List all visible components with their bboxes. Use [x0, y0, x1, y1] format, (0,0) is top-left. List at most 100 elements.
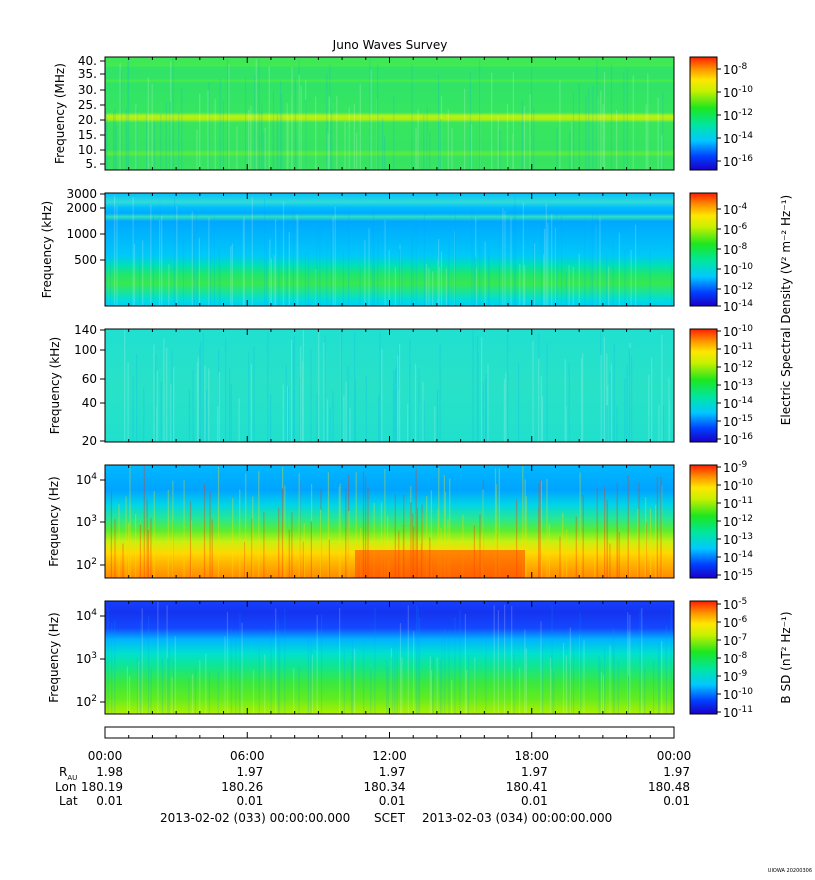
texture-streak — [161, 658, 163, 714]
texture-streak — [136, 108, 138, 170]
texture-streak — [570, 658, 572, 714]
texture-streak — [316, 231, 318, 306]
texture-streak — [415, 128, 417, 170]
texture-streak — [340, 333, 342, 442]
texture-streak — [107, 607, 109, 714]
texture-streak — [516, 500, 518, 578]
credit-label: UIOWA 20200306 — [768, 868, 812, 874]
texture-streak — [330, 121, 332, 170]
colorbar-tick-label: 10-10 — [723, 85, 753, 100]
texture-streak — [365, 476, 367, 578]
texture-streak — [287, 116, 289, 170]
texture-streak — [497, 115, 499, 170]
texture-streak — [345, 488, 347, 578]
texture-streak — [310, 521, 312, 578]
texture-streak — [607, 385, 609, 442]
texture-streak — [609, 543, 611, 578]
texture-streak — [439, 660, 441, 714]
texture-streak — [328, 539, 330, 578]
texture-streak — [624, 378, 626, 442]
texture-streak — [347, 365, 349, 442]
texture-streak — [295, 133, 297, 170]
texture-streak — [474, 657, 476, 714]
spectrogram-texture-1 — [105, 57, 664, 171]
texture-streak — [521, 100, 523, 170]
texture-streak — [470, 124, 473, 170]
texture-streak — [454, 617, 456, 714]
texture-streak — [409, 339, 411, 442]
texture-streak — [251, 197, 253, 306]
texture-streak — [345, 382, 347, 442]
texture-streak — [258, 647, 260, 714]
texture-streak — [315, 96, 317, 170]
colorbar-5 — [689, 600, 718, 715]
texture-streak — [540, 376, 542, 442]
texture-streak — [373, 502, 375, 578]
texture-streak — [430, 490, 432, 578]
texture-streak — [329, 407, 331, 442]
texture-streak — [248, 352, 250, 442]
texture-streak — [126, 666, 128, 714]
texture-streak — [250, 105, 252, 170]
texture-streak — [264, 654, 266, 714]
texture-streak — [155, 354, 157, 442]
texture-streak — [243, 217, 245, 306]
texture-streak — [169, 101, 171, 170]
texture-streak — [351, 639, 353, 714]
texture-streak — [510, 217, 512, 306]
texture-streak — [618, 232, 620, 306]
texture-streak — [334, 206, 336, 306]
texture-streak — [531, 66, 533, 170]
texture-streak — [612, 244, 614, 306]
texture-streak — [541, 640, 544, 714]
y-axis-label: Frequency (kHz) — [40, 201, 54, 298]
colorbar-tick-label: 10-8 — [723, 651, 748, 666]
texture-streak — [219, 267, 221, 306]
texture-streak — [398, 390, 400, 442]
texture-streak — [418, 368, 420, 442]
texture-streak — [320, 489, 322, 578]
lon-value: 180.41 — [506, 780, 548, 794]
texture-streak — [626, 365, 628, 442]
y-tick-label: 100 — [74, 343, 97, 357]
texture-streak — [170, 60, 172, 170]
texture-streak — [282, 466, 284, 578]
texture-streak — [196, 244, 198, 306]
texture-streak — [512, 72, 514, 170]
texture-streak — [231, 243, 233, 306]
texture-streak — [591, 233, 594, 306]
texture-streak — [196, 210, 198, 306]
texture-streak — [645, 497, 647, 578]
texture-streak — [181, 88, 183, 170]
texture-streak — [407, 605, 409, 714]
texture-streak — [645, 522, 647, 578]
texture-streak — [116, 205, 118, 306]
texture-streak — [272, 90, 275, 170]
texture-streak — [204, 400, 206, 442]
texture-streak — [440, 118, 442, 170]
texture-streak — [644, 535, 647, 578]
texture-streak — [423, 399, 425, 442]
texture-streak — [482, 381, 484, 442]
texture-streak — [119, 63, 121, 170]
texture-streak — [376, 98, 378, 170]
texture-streak — [661, 640, 663, 714]
texture-streak — [518, 362, 520, 442]
texture-streak — [166, 347, 168, 442]
texture-streak — [139, 253, 141, 306]
texture-streak — [141, 608, 143, 714]
texture-streak — [434, 406, 436, 442]
texture-streak — [613, 344, 615, 442]
texture-streak — [282, 201, 285, 306]
texture-streak — [426, 496, 428, 578]
texture-streak — [504, 210, 506, 306]
texture-streak — [113, 111, 115, 170]
texture-streak — [336, 96, 338, 170]
texture-streak — [467, 654, 469, 714]
texture-streak — [475, 217, 477, 306]
y-tick-label: 35. — [78, 67, 97, 81]
texture-streak — [474, 256, 476, 306]
texture-streak — [127, 61, 129, 171]
texture-streak — [395, 366, 397, 442]
texture-streak — [481, 337, 483, 442]
